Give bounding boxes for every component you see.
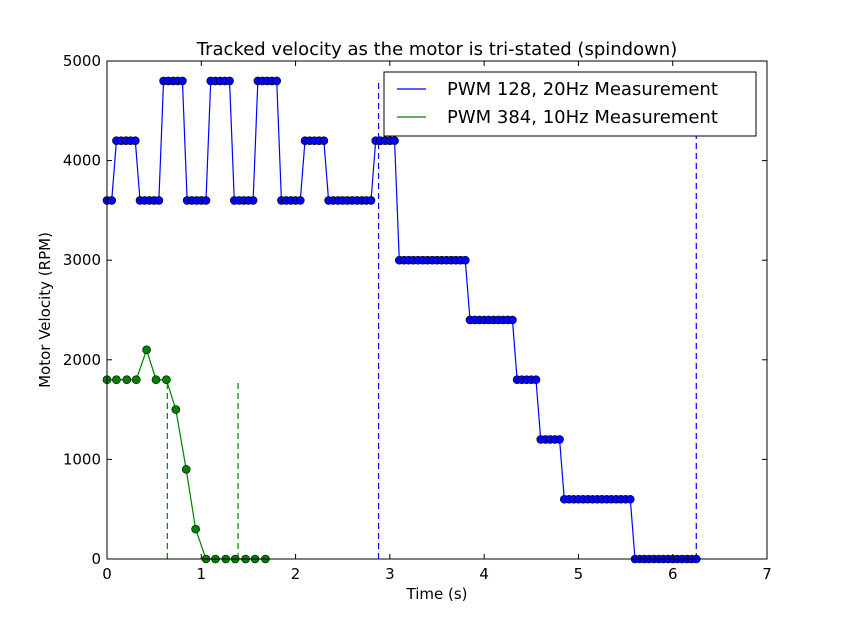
legend-label-pwm128: PWM 128, 20Hz Measurement — [447, 79, 718, 100]
x-tick-label: 0 — [102, 565, 112, 583]
series-1-point — [122, 375, 132, 385]
legend-box — [383, 71, 757, 137]
series-0-point — [201, 196, 211, 205]
series-0-point — [154, 196, 164, 205]
x-tick-label: 4 — [479, 565, 489, 583]
y-tick-label: 2000 — [63, 351, 101, 369]
series-0-point — [531, 375, 541, 385]
y-tick-label: 1000 — [63, 450, 101, 468]
series-0-point — [178, 76, 187, 86]
series-0-point — [225, 76, 234, 86]
chart-title: Tracked velocity as the motor is tri-sta… — [196, 39, 678, 60]
y-axis-label: Motor Velocity (RPM) — [36, 232, 54, 388]
series-1-point — [171, 405, 181, 414]
series-1-point — [112, 375, 121, 385]
y-tick-label: 0 — [91, 550, 101, 568]
x-axis-label: Time (s) — [406, 585, 468, 603]
plot-frame — [106, 60, 768, 560]
legend-label-pwm384: PWM 384, 10Hz Measurement — [447, 107, 718, 128]
series-1-point — [162, 375, 171, 385]
y-tick-label: 5000 — [63, 52, 101, 70]
series-1-point — [142, 345, 151, 355]
plot-area — [102, 76, 701, 564]
x-tick-label: 1 — [197, 565, 207, 583]
series-0-point — [366, 196, 376, 205]
series-0-point — [319, 136, 329, 145]
x-tick-label: 3 — [385, 565, 395, 583]
series-1-point — [151, 375, 161, 385]
series-0-point — [248, 196, 258, 205]
legend: PWM 128, 20Hz Measurement PWM 384, 10Hz … — [383, 71, 757, 137]
x-tick-label: 6 — [668, 565, 678, 583]
series-0-point — [272, 76, 282, 86]
series-0-point — [555, 435, 564, 444]
x-tick-label: 5 — [574, 565, 584, 583]
series-0-point — [295, 196, 305, 205]
series-0-point — [460, 255, 470, 265]
series-0-point — [625, 494, 635, 504]
series-1-point — [191, 524, 200, 534]
series-1-point — [181, 465, 191, 474]
series-0-point — [390, 136, 399, 145]
y-tick-label: 3000 — [63, 251, 101, 269]
x-tick-label: 7 — [762, 565, 772, 583]
y-tick-label: 4000 — [63, 152, 101, 170]
series-0-point — [130, 136, 140, 145]
x-tick-label: 2 — [291, 565, 301, 583]
series-1-point — [131, 375, 141, 385]
series-0-point — [508, 315, 517, 325]
series-0-point — [107, 196, 117, 205]
